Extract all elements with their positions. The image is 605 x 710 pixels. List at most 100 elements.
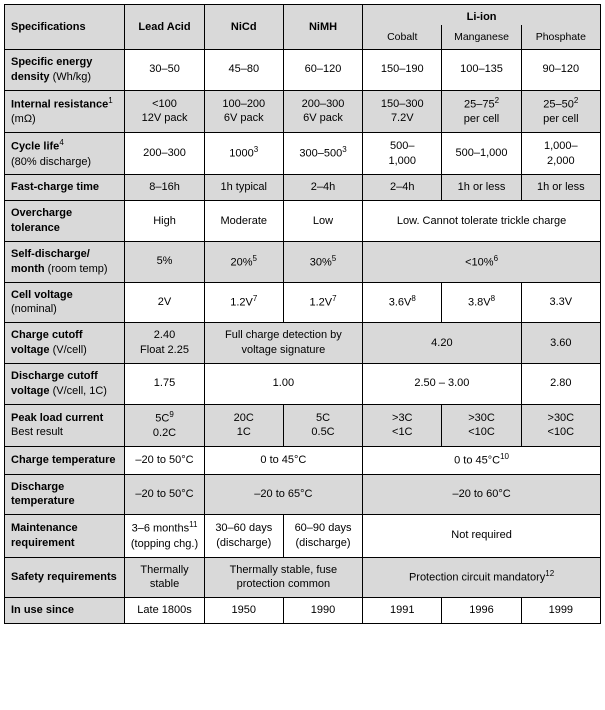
dischcut-nicd-nimh: 1.00 — [204, 363, 363, 404]
lbl-fast: Fast-charge time — [5, 175, 125, 201]
lbl-energy: Specific energy density (Wh/kg) — [5, 50, 125, 91]
self-lead: 5% — [125, 241, 204, 282]
self-nimh: 30%5 — [283, 241, 362, 282]
battery-spec-table: Specifications Lead Acid NiCd NiMH Li-io… — [4, 4, 601, 624]
lbl-ir: Internal resistance1(mΩ) — [5, 90, 125, 132]
row-over: Overcharge tolerance High Moderate Low L… — [5, 201, 601, 242]
chgcut-ph: 3.60 — [521, 323, 600, 364]
energy-nimh: 60–120 — [283, 50, 362, 91]
row-energy: Specific energy density (Wh/kg) 30–50 45… — [5, 50, 601, 91]
row-ir: Internal resistance1(mΩ) <10012V pack 10… — [5, 90, 601, 132]
dischcut-co-mn: 2.50 – 3.00 — [363, 363, 522, 404]
energy-co: 150–190 — [363, 50, 442, 91]
row-dischcut: Discharge cutoff voltage (V/cell, 1C) 1.… — [5, 363, 601, 404]
lbl-cycle: Cycle life4(80% discharge) — [5, 133, 125, 175]
safety-liion: Protection circuit mandatory12 — [363, 557, 601, 598]
chgtemp-nicd-nimh: 0 to 45°C — [204, 447, 363, 475]
inuse-co: 1991 — [363, 598, 442, 624]
dischtemp-nicd-nimh: –20 to 65°C — [204, 474, 363, 515]
hdr-nicd: NiCd — [204, 5, 283, 50]
peak-co: >3C<1C — [363, 404, 442, 446]
fast-nicd: 1h typical — [204, 175, 283, 201]
row-self: Self-discharge/ month (room temp) 5% 20%… — [5, 241, 601, 282]
dischtemp-liion: –20 to 60°C — [363, 474, 601, 515]
self-nicd: 20%5 — [204, 241, 283, 282]
ir-mn: 25–752per cell — [442, 90, 521, 132]
peak-nimh: 5C0.5C — [283, 404, 362, 446]
chgcut-lead: 2.40Float 2.25 — [125, 323, 204, 364]
energy-lead: 30–50 — [125, 50, 204, 91]
energy-mn: 100–135 — [442, 50, 521, 91]
inuse-nimh: 1990 — [283, 598, 362, 624]
lbl-safety: Safety requirements — [5, 557, 125, 598]
hdr-cobalt: Cobalt — [363, 25, 442, 50]
energy-nicd: 45–80 — [204, 50, 283, 91]
over-nimh: Low — [283, 201, 362, 242]
row-chgtemp: Charge temperature –20 to 50°C 0 to 45°C… — [5, 447, 601, 475]
ir-ph: 25–502per cell — [521, 90, 600, 132]
row-peak: Peak load currentBest result 5C90.2C 20C… — [5, 404, 601, 446]
fast-nimh: 2–4h — [283, 175, 362, 201]
lbl-dischcut: Discharge cutoff voltage (V/cell, 1C) — [5, 363, 125, 404]
safety-lead: Thermally stable — [125, 557, 204, 598]
chgcut-nicd-nimh: Full charge detection by voltage signatu… — [204, 323, 363, 364]
safety-nicd-nimh: Thermally stable, fuse protection common — [204, 557, 363, 598]
lbl-peak: Peak load currentBest result — [5, 404, 125, 446]
lbl-cellv: Cell voltage(nominal) — [5, 282, 125, 323]
fast-co: 2–4h — [363, 175, 442, 201]
ir-lead: <10012V pack — [125, 90, 204, 132]
chgcut-co-mn: 4.20 — [363, 323, 522, 364]
inuse-ph: 1999 — [521, 598, 600, 624]
lbl-chgtemp: Charge temperature — [5, 447, 125, 475]
ir-nicd: 100–2006V pack — [204, 90, 283, 132]
maint-lead: 3–6 months11(topping chg.) — [125, 515, 204, 557]
row-chgcut: Charge cutoff voltage (V/cell) 2.40Float… — [5, 323, 601, 364]
inuse-lead: Late 1800s — [125, 598, 204, 624]
cycle-co: 500–1,000 — [363, 133, 442, 175]
cellv-ph: 3.3V — [521, 282, 600, 323]
lbl-chgcut: Charge cutoff voltage (V/cell) — [5, 323, 125, 364]
over-liion: Low. Cannot tolerate trickle charge — [363, 201, 601, 242]
lbl-maint: Maintenance requirement — [5, 515, 125, 557]
hdr-spec: Specifications — [5, 5, 125, 50]
maint-nimh: 60–90 days(discharge) — [283, 515, 362, 557]
inuse-mn: 1996 — [442, 598, 521, 624]
header-row: Specifications Lead Acid NiCd NiMH Li-io… — [5, 5, 601, 25]
cellv-nimh: 1.2V7 — [283, 282, 362, 323]
cycle-ph: 1,000–2,000 — [521, 133, 600, 175]
row-dischtemp: Discharge temperature –20 to 50°C –20 to… — [5, 474, 601, 515]
row-cellv: Cell voltage(nominal) 2V 1.2V7 1.2V7 3.6… — [5, 282, 601, 323]
peak-mn: >30C<10C — [442, 404, 521, 446]
cycle-nimh: 300–5003 — [283, 133, 362, 175]
energy-ph: 90–120 — [521, 50, 600, 91]
cellv-lead: 2V — [125, 282, 204, 323]
hdr-nimh: NiMH — [283, 5, 362, 50]
row-maint: Maintenance requirement 3–6 months11(top… — [5, 515, 601, 557]
inuse-nicd: 1950 — [204, 598, 283, 624]
lbl-self: Self-discharge/ month (room temp) — [5, 241, 125, 282]
cycle-lead: 200–300 — [125, 133, 204, 175]
cycle-mn: 500–1,000 — [442, 133, 521, 175]
fast-ph: 1h or less — [521, 175, 600, 201]
hdr-liion: Li-ion — [363, 5, 601, 25]
chgtemp-liion: 0 to 45°C10 — [363, 447, 601, 475]
peak-ph: >30C<10C — [521, 404, 600, 446]
peak-nicd: 20C1C — [204, 404, 283, 446]
fast-mn: 1h or less — [442, 175, 521, 201]
hdr-manganese: Manganese — [442, 25, 521, 50]
hdr-lead: Lead Acid — [125, 5, 204, 50]
cycle-nicd: 10003 — [204, 133, 283, 175]
dischtemp-lead: –20 to 50°C — [125, 474, 204, 515]
cellv-nicd: 1.2V7 — [204, 282, 283, 323]
row-inuse: In use since Late 1800s 1950 1990 1991 1… — [5, 598, 601, 624]
row-cycle: Cycle life4(80% discharge) 200–300 10003… — [5, 133, 601, 175]
maint-nicd: 30–60 days(discharge) — [204, 515, 283, 557]
hdr-phosphate: Phosphate — [521, 25, 600, 50]
lbl-inuse: In use since — [5, 598, 125, 624]
peak-lead: 5C90.2C — [125, 404, 204, 446]
over-nicd: Moderate — [204, 201, 283, 242]
self-liion: <10%6 — [363, 241, 601, 282]
chgtemp-lead: –20 to 50°C — [125, 447, 204, 475]
row-fast: Fast-charge time 8–16h 1h typical 2–4h 2… — [5, 175, 601, 201]
cellv-co: 3.6V8 — [363, 282, 442, 323]
